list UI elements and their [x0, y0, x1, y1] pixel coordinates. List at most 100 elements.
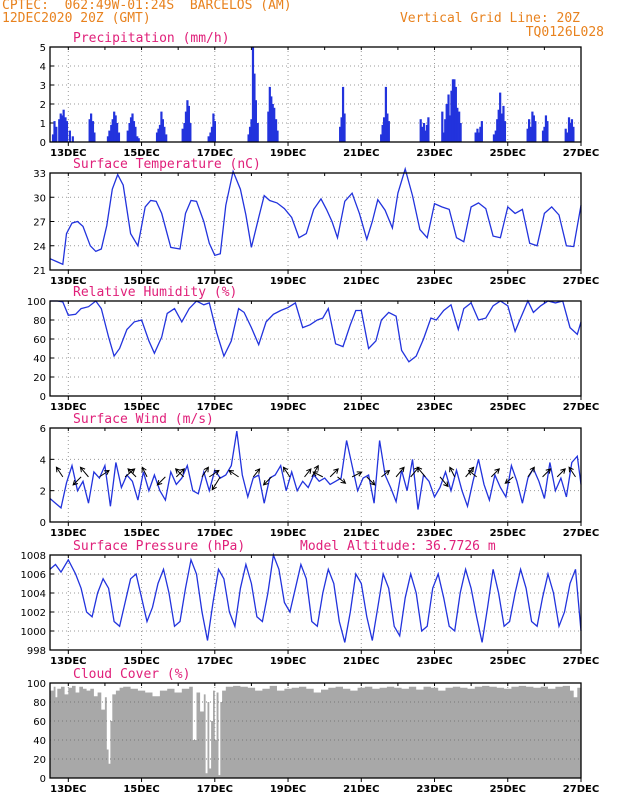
- precipitation-bar: [276, 130, 279, 142]
- precipitation-bar: [184, 111, 188, 142]
- temperature-frame: [49, 172, 582, 271]
- pressure-xtick-label: 21DEC: [343, 656, 379, 667]
- precipitation-bar: [62, 109, 65, 142]
- precipitation-bar: [68, 130, 71, 142]
- temperature-xtick-label: 21DEC: [343, 276, 379, 287]
- precipitation-bar: [106, 136, 110, 142]
- precipitation-bar: [65, 121, 69, 142]
- precipitation-bar: [496, 119, 499, 142]
- precipitation-bar: [114, 115, 117, 142]
- precipitation-bar: [445, 104, 448, 142]
- precipitation-bar: [64, 117, 67, 142]
- temperature-series-line: [49, 166, 582, 266]
- wind-direction-arrow: [395, 466, 405, 478]
- wind-series-line: [49, 430, 582, 510]
- precipitation-bar: [268, 86, 271, 142]
- wind-direction-arrow: [439, 476, 449, 488]
- precipitation-bar: [155, 132, 159, 142]
- precipitation-bar: [186, 100, 189, 142]
- precipitation-bar: [570, 119, 574, 142]
- wind-direction-arrow: [262, 476, 272, 486]
- humidity-frame: [49, 300, 582, 397]
- wind-xtick-label: 25DEC: [490, 528, 526, 539]
- wind-direction-arrow: [381, 469, 391, 478]
- precipitation-bar: [380, 134, 383, 142]
- wind-ytick-label: 4: [40, 455, 46, 466]
- precipitation-xtick-label: 27DEC: [563, 148, 599, 159]
- cloud-cover-area: [50, 685, 581, 778]
- precipitation-bar: [132, 121, 136, 142]
- precipitation-bar: [58, 119, 61, 142]
- humidity-title: Relative Humidity (%): [73, 285, 237, 300]
- pressure-xtick-label: 27DEC: [563, 656, 599, 667]
- precipitation-bar: [546, 121, 549, 142]
- pressure-ytick-label: 998: [27, 646, 46, 657]
- precipitation-xtick-label: 15DEC: [123, 148, 159, 159]
- precipitation-bar: [572, 126, 575, 142]
- precipitation-bar: [497, 109, 500, 142]
- temperature-xtick-label: 23DEC: [416, 276, 452, 287]
- precipitation-bar: [382, 117, 386, 142]
- precipitation-bar: [421, 126, 424, 142]
- precipitation-bar: [256, 123, 259, 142]
- pressure-xtick-label: 13DEC: [50, 656, 86, 667]
- temperature-xtick-label: 25DEC: [490, 276, 526, 287]
- cloud-cover-xtick-label: 15DEC: [123, 784, 159, 795]
- pressure-series-line: [49, 552, 582, 643]
- pressure-annotation: Model Altitude: 36.7726 m: [300, 539, 496, 554]
- precipitation-bar: [534, 121, 537, 142]
- precipitation-bar: [442, 132, 445, 142]
- precipitation-bar: [273, 107, 276, 142]
- wind-direction-arrow: [568, 466, 576, 478]
- precipitation-bar: [128, 123, 131, 142]
- precipitation-bar: [111, 119, 114, 142]
- humidity-series-line: [50, 299, 582, 363]
- wind-direction-arrow: [72, 476, 82, 486]
- wind-direction-arrow: [209, 469, 220, 478]
- precipitation-bar: [209, 132, 212, 142]
- precipitation-bar: [116, 123, 119, 142]
- wind-direction-arrow: [282, 466, 291, 478]
- precipitation-bar: [447, 94, 450, 142]
- wind-direction-arrow: [99, 469, 110, 478]
- precipitation-bar: [189, 123, 192, 142]
- wind-direction-arrow: [228, 469, 239, 478]
- header-run-code: TQ0126L028: [525, 25, 604, 40]
- precipitation-bar: [480, 121, 483, 142]
- wind-direction-arrow: [79, 466, 89, 478]
- precipitation-bar: [340, 117, 343, 142]
- cloud-cover-xtick-label: 13DEC: [50, 784, 86, 795]
- header-station-line: CPTEC: 062:49W-01:24S BARCELOS (AM): [2, 0, 292, 13]
- wind-direction-arrow: [141, 466, 148, 478]
- humidity-ytick-label: 20: [33, 373, 46, 384]
- precipitation-bar: [492, 134, 496, 142]
- humidity-xtick-label: 25DEC: [490, 402, 526, 413]
- precipitation-bar: [450, 90, 453, 142]
- wind-direction-arrow: [174, 468, 185, 478]
- wind-direction-arrow: [156, 476, 166, 486]
- precipitation-bar: [131, 113, 134, 142]
- cloud-cover-ytick-label: 0: [40, 774, 46, 785]
- precipitation-bar: [453, 79, 456, 142]
- pressure-xtick-label: 15DEC: [123, 656, 159, 667]
- humidity-xtick-label: 17DEC: [197, 402, 233, 413]
- cloud-cover-xtick-label: 23DEC: [416, 784, 452, 795]
- cloud-cover-ytick-label: 20: [33, 755, 46, 766]
- precipitation-bar: [160, 111, 163, 142]
- wind-direction-arrow: [252, 468, 261, 478]
- precipitation-bar: [88, 119, 91, 142]
- precipitation-xtick-label: 25DEC: [490, 148, 526, 159]
- precipitation-bar: [532, 115, 535, 142]
- precipitation-bar: [477, 132, 481, 142]
- precipitation-bar: [129, 117, 133, 142]
- wind-direction-arrow: [366, 476, 376, 486]
- pressure-ytick-label: 1008: [21, 551, 46, 562]
- wind-direction-arrow: [304, 468, 312, 478]
- precipitation-bar: [494, 130, 497, 142]
- wind-ytick-label: 0: [40, 518, 46, 529]
- wind-direction-arrow: [55, 466, 64, 478]
- precipitation-bar: [253, 73, 256, 142]
- humidity-ytick-label: 0: [40, 392, 46, 403]
- wind-direction-arrow: [542, 468, 552, 478]
